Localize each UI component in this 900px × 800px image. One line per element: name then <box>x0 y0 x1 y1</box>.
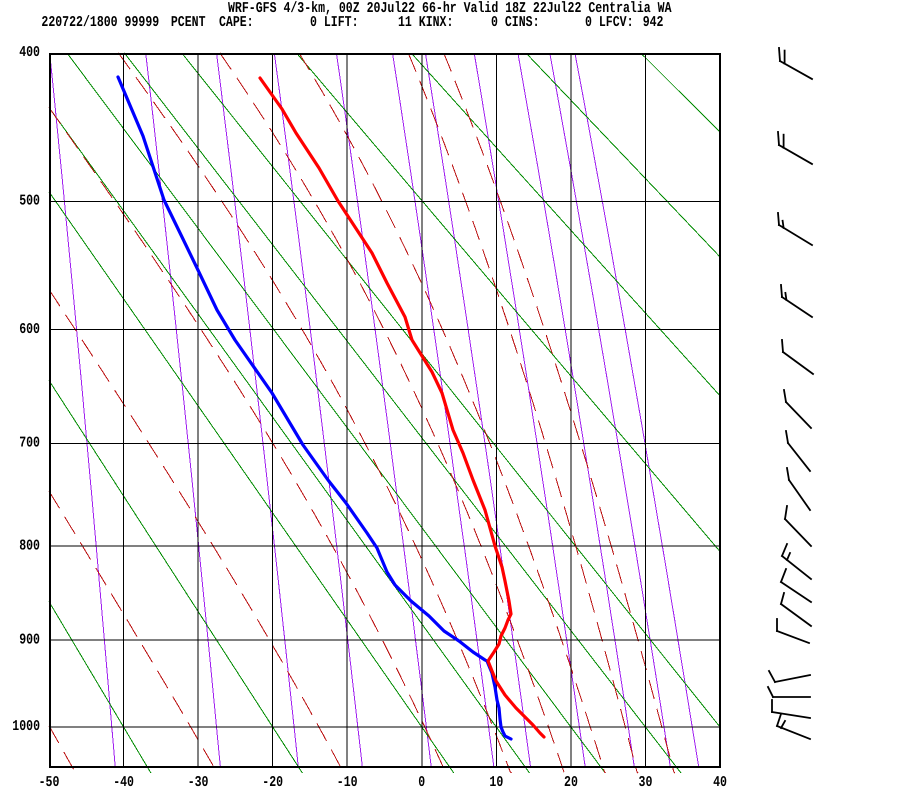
svg-text:20: 20 <box>564 774 578 791</box>
svg-text:30: 30 <box>639 774 653 791</box>
svg-text:400: 400 <box>19 44 40 61</box>
svg-text:-20: -20 <box>262 774 283 791</box>
svg-text:-10: -10 <box>337 774 358 791</box>
svg-text:600: 600 <box>19 321 40 338</box>
svg-text:CAPE:: CAPE: <box>219 14 254 31</box>
svg-text:700: 700 <box>19 435 40 452</box>
svg-text:1000: 1000 <box>12 718 40 735</box>
svg-text:0: 0 <box>418 774 425 791</box>
svg-text:11 KINX:: 11 KINX: <box>398 14 453 31</box>
svg-text:0 LIFT:: 0 LIFT: <box>310 14 359 31</box>
svg-text:40: 40 <box>713 774 727 791</box>
svg-text:942: 942 <box>643 14 664 31</box>
svg-text:900: 900 <box>19 631 40 648</box>
svg-text:-40: -40 <box>113 774 134 791</box>
svg-text:PCENT: PCENT <box>171 14 206 31</box>
svg-text:-30: -30 <box>188 774 209 791</box>
svg-text:0 LFCV:: 0 LFCV: <box>585 14 634 31</box>
svg-text:800: 800 <box>19 537 40 554</box>
svg-text:-50: -50 <box>39 774 60 791</box>
svg-text:10: 10 <box>489 774 503 791</box>
svg-text:500: 500 <box>19 193 40 210</box>
svg-text:0 CINS:: 0 CINS: <box>491 14 540 31</box>
svg-text:220722/1800 99999: 220722/1800 99999 <box>41 14 159 31</box>
svg-text:WRF-GFS 4/3-km, 00Z 20Jul22 66: WRF-GFS 4/3-km, 00Z 20Jul22 66-hr Valid … <box>228 0 672 17</box>
